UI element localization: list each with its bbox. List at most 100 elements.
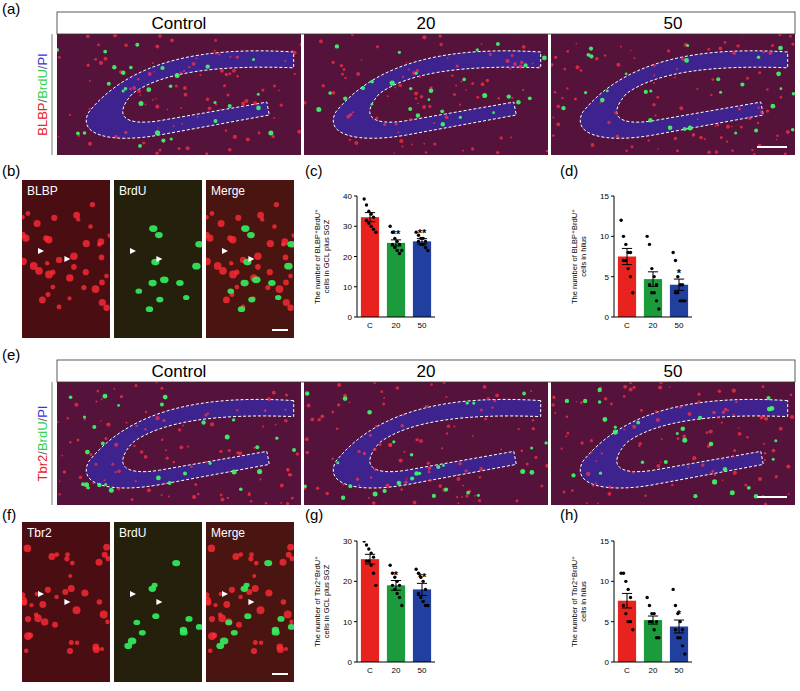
cell [155, 130, 160, 135]
cell [62, 589, 68, 595]
cell [530, 470, 535, 475]
cell [267, 269, 273, 275]
data-point [424, 246, 427, 249]
cell [180, 72, 182, 74]
cell [683, 127, 687, 131]
cell [67, 648, 73, 654]
cell [461, 496, 463, 498]
cell [518, 428, 520, 430]
data-point [626, 588, 629, 591]
cell [304, 485, 307, 488]
granule-layer [86, 51, 293, 138]
cell [257, 606, 265, 614]
cell [332, 91, 336, 95]
cell [507, 94, 511, 98]
cell [248, 297, 255, 303]
tick [611, 541, 614, 542]
cell [211, 632, 217, 638]
cell [715, 126, 717, 128]
cell [768, 51, 772, 55]
cell [244, 99, 248, 103]
cell [208, 545, 216, 553]
tick-label: 15 [600, 537, 609, 546]
bar [618, 257, 636, 318]
cell [633, 386, 636, 389]
cell [221, 498, 225, 502]
cell [34, 613, 39, 618]
cell [734, 132, 737, 135]
cell [149, 280, 157, 287]
scale-bar [757, 146, 787, 148]
tick [611, 236, 614, 237]
cell [160, 403, 164, 407]
cell [206, 235, 213, 242]
cell [466, 491, 470, 495]
column-label: 20 [417, 14, 436, 33]
tick-label: 10 [343, 618, 352, 627]
cell [441, 447, 443, 449]
cell [81, 589, 88, 596]
cell [63, 470, 67, 474]
cell [128, 637, 137, 644]
cell [554, 412, 556, 414]
cell [409, 118, 412, 121]
data-point [652, 291, 655, 294]
marks [361, 197, 431, 317]
data-point [681, 283, 684, 286]
granule-layer [580, 399, 787, 488]
data-point [681, 628, 684, 631]
cell [776, 139, 778, 141]
cell [676, 149, 679, 152]
cell [261, 89, 264, 92]
cell [764, 452, 767, 455]
category-label: 20 [649, 321, 658, 330]
cell [356, 72, 360, 76]
cell [528, 96, 532, 100]
cell [201, 420, 205, 424]
cell [66, 274, 73, 281]
cell [155, 232, 163, 238]
data-point [624, 612, 627, 615]
data-point [369, 225, 372, 228]
channel-label: Merge [211, 526, 245, 540]
cell [97, 599, 103, 605]
outline [86, 51, 293, 138]
cell [697, 118, 699, 120]
cell [284, 611, 292, 619]
cell [634, 57, 636, 59]
data-point [626, 267, 629, 270]
cell [87, 64, 90, 67]
cell [229, 271, 237, 279]
cell [603, 417, 608, 422]
data-point [426, 249, 429, 252]
cell [478, 499, 481, 502]
tick-label: 0 [348, 313, 353, 322]
cell [178, 147, 181, 150]
data-point [421, 243, 424, 246]
cell [784, 153, 787, 155]
cell [135, 480, 137, 482]
panel-label: (c) [305, 162, 323, 179]
cell [133, 445, 135, 447]
cell [417, 102, 419, 104]
tick [354, 317, 357, 318]
cell [129, 66, 133, 70]
significance: ** [418, 571, 427, 583]
cell [57, 305, 62, 310]
cell [277, 616, 284, 622]
cell [679, 406, 681, 408]
cell [477, 494, 480, 497]
cell [124, 131, 127, 134]
cell [652, 103, 655, 106]
cell [357, 450, 360, 453]
cell [164, 483, 166, 485]
cell [738, 432, 742, 436]
cell [661, 438, 663, 440]
cell [623, 429, 625, 431]
cell [156, 476, 161, 481]
cell [182, 424, 184, 426]
cell [306, 451, 310, 455]
bar [387, 243, 405, 317]
cell [129, 88, 132, 91]
cell [81, 285, 86, 290]
